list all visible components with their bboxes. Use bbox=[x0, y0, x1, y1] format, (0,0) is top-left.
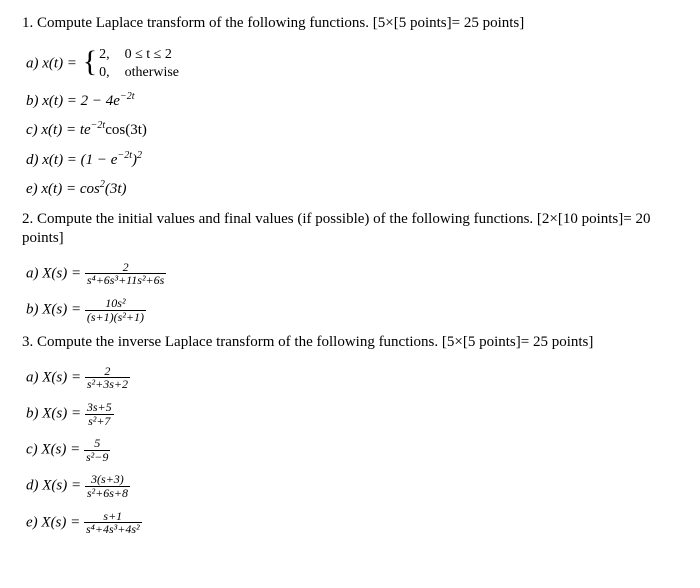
question-1: 1. Compute Laplace transform of the foll… bbox=[22, 14, 678, 200]
q1-b-exp: −2t bbox=[120, 91, 135, 102]
q3-c-pre: c) X(s) = bbox=[26, 442, 84, 458]
q1-e: e) x(t) = cos2(3t) bbox=[26, 180, 678, 200]
q2-header: 2. Compute the initial values and final … bbox=[22, 210, 678, 249]
q2-b: b) X(s) = 10s² (s+1)(s²+1) bbox=[26, 297, 678, 323]
q1-d-pre: d) x(t) = (1 − e bbox=[26, 152, 117, 168]
q3-b-den: s²+7 bbox=[85, 415, 114, 428]
q3-b-pre: b) X(s) = bbox=[26, 405, 85, 421]
q1-e-post: (3t) bbox=[105, 181, 127, 197]
q3-d-den: s²+6s+8 bbox=[85, 487, 130, 500]
piece2-cond: otherwise bbox=[125, 65, 179, 80]
q3-e-pre: e) X(s) = bbox=[26, 514, 84, 530]
q3-b-frac: 3s+5 s²+7 bbox=[85, 401, 114, 427]
piece-row-1: 2, 0 ≤ t ≤ 2 bbox=[99, 47, 172, 62]
q3-c-den: s²−9 bbox=[84, 451, 110, 464]
q3-e: e) X(s) = s+1 s⁴+4s³+4s² bbox=[26, 510, 678, 536]
q3-d-pre: d) X(s) = bbox=[26, 478, 85, 494]
q2-a-frac: 2 s⁴+6s³+11s²+6s bbox=[85, 261, 166, 287]
q1-d-sq: 2 bbox=[137, 150, 142, 161]
brace-icon: { bbox=[83, 47, 97, 77]
q3-c-frac: 5 s²−9 bbox=[84, 437, 110, 463]
piece2-val: 0, bbox=[99, 64, 121, 82]
q2-b-den: (s+1)(s²+1) bbox=[85, 311, 146, 324]
q2-b-frac: 10s² (s+1)(s²+1) bbox=[85, 297, 146, 323]
q3-e-num: s+1 bbox=[84, 510, 142, 524]
q2-a-den: s⁴+6s³+11s²+6s bbox=[85, 274, 166, 287]
q1-c-post: cos(3t) bbox=[105, 122, 147, 138]
q3-a-den: s²+3s+2 bbox=[85, 378, 130, 391]
q2-b-num: 10s² bbox=[85, 297, 146, 311]
q3-a-num: 2 bbox=[85, 365, 130, 379]
q2-a-pre: a) X(s) = bbox=[26, 265, 85, 281]
piece1-val: 2, bbox=[99, 46, 121, 64]
q1-b-text: b) x(t) = 2 − 4e bbox=[26, 93, 120, 109]
q3-e-den: s⁴+4s³+4s² bbox=[84, 523, 142, 536]
q3-a-pre: a) X(s) = bbox=[26, 369, 85, 385]
question-3: 3. Compute the inverse Laplace transform… bbox=[22, 333, 678, 535]
q1-c-pre: c) x(t) = te bbox=[26, 122, 91, 138]
q3-a: a) X(s) = 2 s²+3s+2 bbox=[26, 365, 678, 391]
q3-d-frac: 3(s+3) s²+6s+8 bbox=[85, 473, 130, 499]
q3-c: c) X(s) = 5 s²−9 bbox=[26, 437, 678, 463]
q1-a-prefix: a) x(t) = bbox=[26, 55, 81, 71]
q3-e-frac: s+1 s⁴+4s³+4s² bbox=[84, 510, 142, 536]
q3-b-num: 3s+5 bbox=[85, 401, 114, 415]
q1-a: a) x(t) = { 2, 0 ≤ t ≤ 2 0, otherwise bbox=[26, 46, 678, 82]
q1-c-exp: −2t bbox=[91, 120, 106, 131]
q1-b: b) x(t) = 2 − 4e−2t bbox=[26, 92, 678, 112]
q1-a-piecewise: { 2, 0 ≤ t ≤ 2 0, otherwise bbox=[83, 46, 179, 82]
piece-body: 2, 0 ≤ t ≤ 2 0, otherwise bbox=[99, 46, 179, 82]
piece1-cond: 0 ≤ t ≤ 2 bbox=[125, 47, 172, 62]
q1-d-exp: −2t bbox=[117, 150, 132, 161]
q2-b-pre: b) X(s) = bbox=[26, 302, 85, 318]
q3-c-num: 5 bbox=[84, 437, 110, 451]
q1-header: 1. Compute Laplace transform of the foll… bbox=[22, 14, 678, 34]
q3-d: d) X(s) = 3(s+3) s²+6s+8 bbox=[26, 473, 678, 499]
q1-e-pre: e) x(t) = cos bbox=[26, 181, 100, 197]
piece-row-2: 0, otherwise bbox=[99, 65, 179, 80]
q3-b: b) X(s) = 3s+5 s²+7 bbox=[26, 401, 678, 427]
q3-d-num: 3(s+3) bbox=[85, 473, 130, 487]
q1-c: c) x(t) = te−2tcos(3t) bbox=[26, 121, 678, 141]
q3-a-frac: 2 s²+3s+2 bbox=[85, 365, 130, 391]
q3-header: 3. Compute the inverse Laplace transform… bbox=[22, 333, 678, 353]
q2-a: a) X(s) = 2 s⁴+6s³+11s²+6s bbox=[26, 261, 678, 287]
q1-d: d) x(t) = (1 − e−2t)2 bbox=[26, 151, 678, 171]
question-2: 2. Compute the initial values and final … bbox=[22, 210, 678, 323]
q2-a-num: 2 bbox=[85, 261, 166, 275]
